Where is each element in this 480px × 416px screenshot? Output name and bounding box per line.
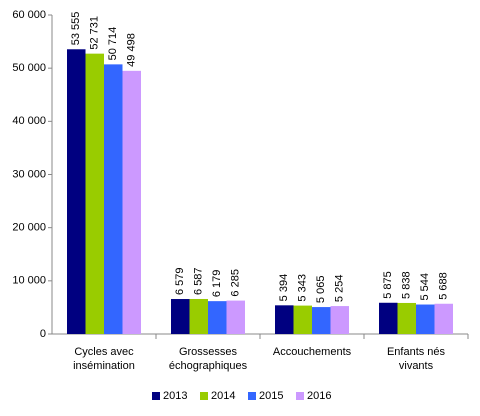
y-tick-label: 0 xyxy=(40,328,46,340)
y-tick-label: 40 000 xyxy=(12,115,46,127)
value-label: 52 731 xyxy=(89,16,101,50)
value-label: 5 688 xyxy=(438,272,450,300)
value-label: 53 555 xyxy=(70,12,82,46)
bar xyxy=(122,70,141,334)
x-tick-label: Grossesses échographiques xyxy=(168,346,248,372)
legend-swatch xyxy=(200,392,208,400)
x-tick-label: Enfants nés vivants xyxy=(386,346,446,372)
legend-label: 2014 xyxy=(211,390,235,402)
value-label: 6 579 xyxy=(174,267,186,295)
bar xyxy=(397,302,416,334)
value-label: 5 544 xyxy=(419,273,431,301)
value-label: 6 285 xyxy=(230,269,242,297)
bar xyxy=(379,302,398,334)
value-label: 49 498 xyxy=(126,33,138,67)
x-tick-label: Accouchements xyxy=(272,346,352,358)
bar xyxy=(85,53,104,334)
value-label: 6 587 xyxy=(193,267,205,295)
bar xyxy=(189,298,208,334)
bar xyxy=(275,305,294,334)
legend-label: 2015 xyxy=(259,390,283,402)
value-label: 50 714 xyxy=(107,27,119,61)
value-label: 5 394 xyxy=(278,274,290,302)
value-label: 5 254 xyxy=(334,275,346,303)
y-tick-label: 30 000 xyxy=(12,168,46,180)
bar xyxy=(104,64,123,334)
legend-swatch xyxy=(248,392,256,400)
y-tick-label: 20 000 xyxy=(12,222,46,234)
bar xyxy=(226,300,245,334)
value-label: 5 875 xyxy=(382,271,394,299)
bar xyxy=(312,307,331,334)
y-tick-label: 60 000 xyxy=(12,9,46,21)
value-label: 5 065 xyxy=(315,276,327,304)
bar xyxy=(171,299,190,334)
bar xyxy=(293,305,312,334)
bar xyxy=(330,306,349,334)
y-tick-label: 50 000 xyxy=(12,62,46,74)
legend-swatch xyxy=(296,392,304,400)
value-label: 5 838 xyxy=(401,271,413,299)
value-label: 6 179 xyxy=(211,270,223,298)
bar xyxy=(67,49,86,334)
legend-label: 2013 xyxy=(163,390,187,402)
x-tick-label: Cycles avec insémination xyxy=(73,346,135,372)
legend-swatch xyxy=(152,392,160,400)
y-tick-label: 10 000 xyxy=(12,275,46,287)
bar xyxy=(416,304,435,334)
bar xyxy=(434,303,453,334)
value-label: 5 343 xyxy=(297,274,309,302)
bar xyxy=(208,301,227,334)
legend-label: 2016 xyxy=(307,390,331,402)
